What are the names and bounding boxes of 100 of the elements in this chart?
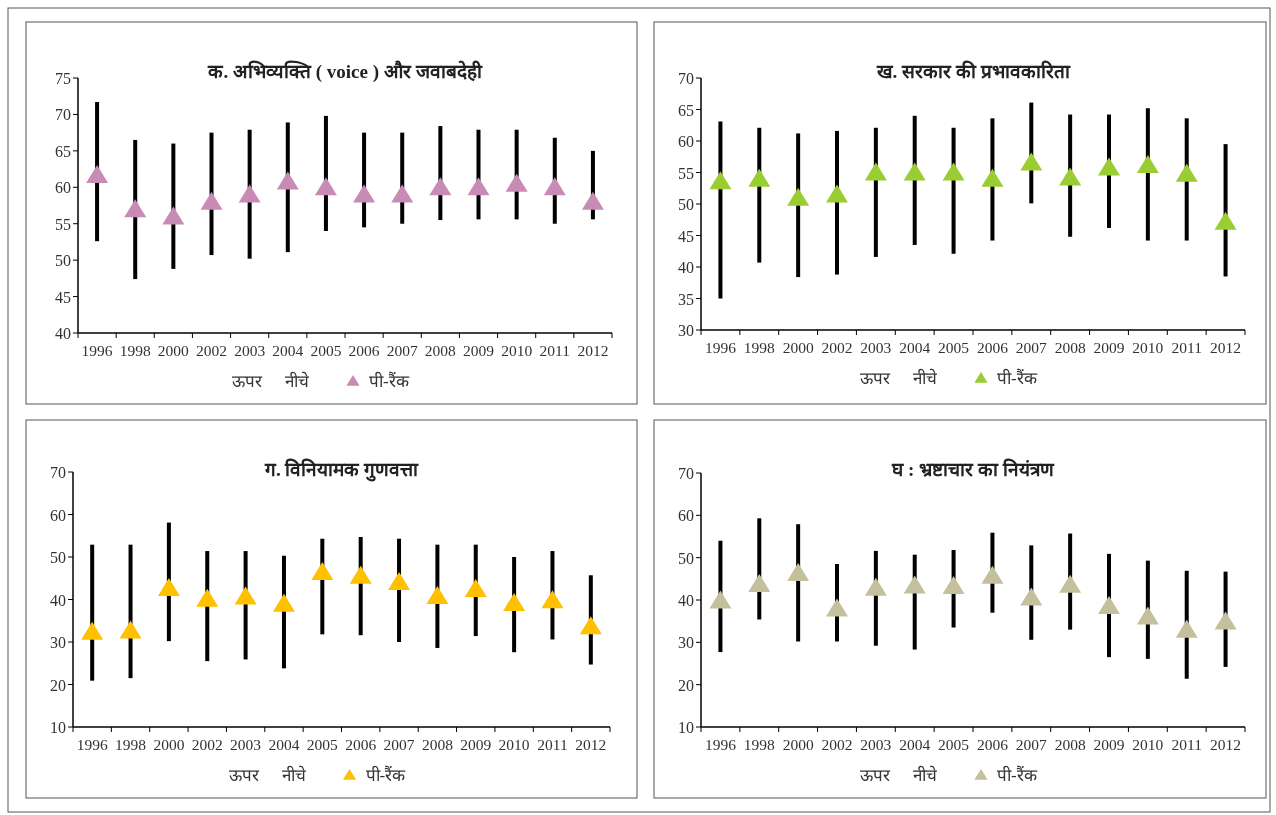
x-tick-label: 2008 [1054, 736, 1086, 753]
x-tick-label: 1996 [81, 342, 113, 359]
chart-title: घ : भ्रष्टाचार का नियंत्रण [891, 458, 1055, 480]
x-tick-label: 2011 [1171, 736, 1202, 753]
x-tick-label: 2009 [460, 736, 492, 753]
y-tick-label: 70 [678, 70, 694, 87]
x-tick-label: 2011 [1171, 339, 1202, 356]
y-tick-label: 50 [50, 549, 66, 566]
x-tick-label: 2000 [153, 736, 185, 753]
x-tick-label: 2002 [821, 736, 853, 753]
x-tick-label: 2006 [348, 342, 380, 359]
x-tick-label: 2004 [268, 736, 300, 753]
x-tick-label: 2007 [1015, 736, 1048, 753]
x-tick-label: 2009 [1093, 736, 1125, 753]
y-tick-label: 50 [678, 196, 694, 213]
y-tick-label: 50 [55, 252, 71, 270]
x-tick-label: 1998 [119, 342, 151, 359]
x-tick-label: 2007 [1015, 339, 1048, 356]
y-tick-label: 20 [50, 676, 66, 694]
x-tick-label: 2004 [272, 342, 304, 359]
text: नीचे [285, 371, 310, 391]
legend-label: पी-रैंक [365, 765, 407, 785]
x-tick-label: 2008 [1054, 339, 1086, 356]
x-tick-label: 2010 [1132, 339, 1164, 356]
y-tick-label: 60 [55, 179, 71, 197]
text: ऊपर [228, 766, 260, 785]
y-tick-label: 45 [678, 227, 694, 245]
x-tick-label: 1996 [704, 736, 737, 753]
chart-title: क. अभिव्यक्ति ( voice ) और जवाबदेही [207, 60, 483, 83]
text: ऊपर [860, 766, 891, 785]
text: नीचे [913, 765, 938, 785]
x-tick-label: 2000 [782, 736, 814, 753]
x-tick-label: 2008 [421, 736, 454, 753]
legend-label: पी-रैंक [997, 765, 1038, 785]
x-tick-label: 2003 [230, 736, 262, 753]
y-tick-label: 60 [678, 133, 694, 150]
x-tick-label: 2006 [976, 339, 1009, 356]
x-tick-label: 2000 [782, 339, 814, 356]
x-tick-label: 2012 [1210, 339, 1242, 356]
x-tick-label: 2005 [306, 736, 339, 753]
x-tick-label: 1998 [115, 736, 147, 753]
y-tick-label: 65 [678, 101, 694, 119]
chart-title: ग. विनियामक गुणवत्ता [263, 458, 420, 482]
x-tick-label: 1996 [76, 736, 108, 753]
x-tick-label: 2002 [191, 736, 223, 753]
chart-title: ख. सरकार की प्रभावकारिता [875, 60, 1071, 82]
x-tick-label: 2002 [821, 339, 853, 356]
y-tick-label: 30 [50, 634, 66, 651]
x-tick-label: 2003 [860, 339, 892, 356]
y-tick-label: 70 [678, 465, 694, 482]
y-tick-label: 40 [678, 592, 694, 609]
x-tick-label: 2010 [501, 342, 533, 359]
x-tick-label: 2005 [310, 342, 342, 359]
y-tick-label: 40 [678, 259, 694, 276]
x-tick-label: 2006 [345, 736, 377, 753]
y-tick-label: 40 [50, 591, 66, 609]
x-tick-label: 2006 [976, 736, 1009, 753]
x-tick-label: 2011 [537, 736, 568, 753]
y-tick-label: 55 [55, 215, 71, 233]
x-tick-label: 1998 [743, 736, 776, 753]
y-tick-label: 45 [55, 288, 71, 306]
legend-label: पी-रैंक [369, 371, 410, 391]
x-tick-label: 2004 [899, 339, 931, 356]
y-tick-label: 10 [50, 719, 66, 736]
x-tick-label: 2007 [383, 736, 415, 753]
y-tick-label: 30 [678, 322, 694, 339]
x-tick-label: 1996 [704, 339, 737, 356]
legend-label: पी-रैंक [997, 368, 1038, 388]
y-tick-label: 10 [678, 719, 694, 736]
x-tick-label: 2004 [899, 736, 931, 753]
text: नीचे [281, 765, 307, 785]
y-tick-label: 70 [50, 464, 66, 481]
text: नीचे [913, 368, 938, 388]
x-tick-label: 2003 [234, 342, 266, 359]
x-tick-label: 2008 [424, 342, 457, 359]
y-tick-label: 75 [55, 70, 71, 87]
x-tick-label: 2000 [157, 342, 190, 359]
x-tick-label: 2010 [498, 736, 530, 753]
y-tick-label: 40 [55, 325, 71, 342]
y-tick-label: 50 [678, 549, 694, 567]
x-tick-label: 1998 [743, 339, 776, 356]
x-tick-label: 2012 [575, 736, 607, 753]
x-tick-label: 2007 [386, 342, 418, 359]
y-tick-label: 35 [678, 290, 694, 308]
text: ऊपर [860, 369, 891, 388]
x-tick-label: 2005 [938, 339, 970, 356]
y-tick-label: 60 [50, 506, 66, 524]
y-tick-label: 70 [55, 106, 71, 124]
y-tick-label: 55 [678, 164, 694, 182]
x-tick-label: 2003 [860, 736, 892, 753]
x-tick-label: 2009 [463, 342, 495, 359]
x-tick-label: 2009 [1093, 339, 1125, 356]
x-tick-label: 2012 [1210, 736, 1242, 753]
x-tick-label: 2010 [1132, 736, 1164, 753]
x-tick-label: 2002 [196, 342, 227, 359]
y-tick-label: 60 [678, 507, 694, 525]
x-tick-label: 2011 [539, 342, 570, 359]
x-tick-label: 2005 [938, 736, 970, 753]
text: ऊपर [232, 372, 263, 391]
x-tick-label: 2012 [577, 342, 609, 359]
